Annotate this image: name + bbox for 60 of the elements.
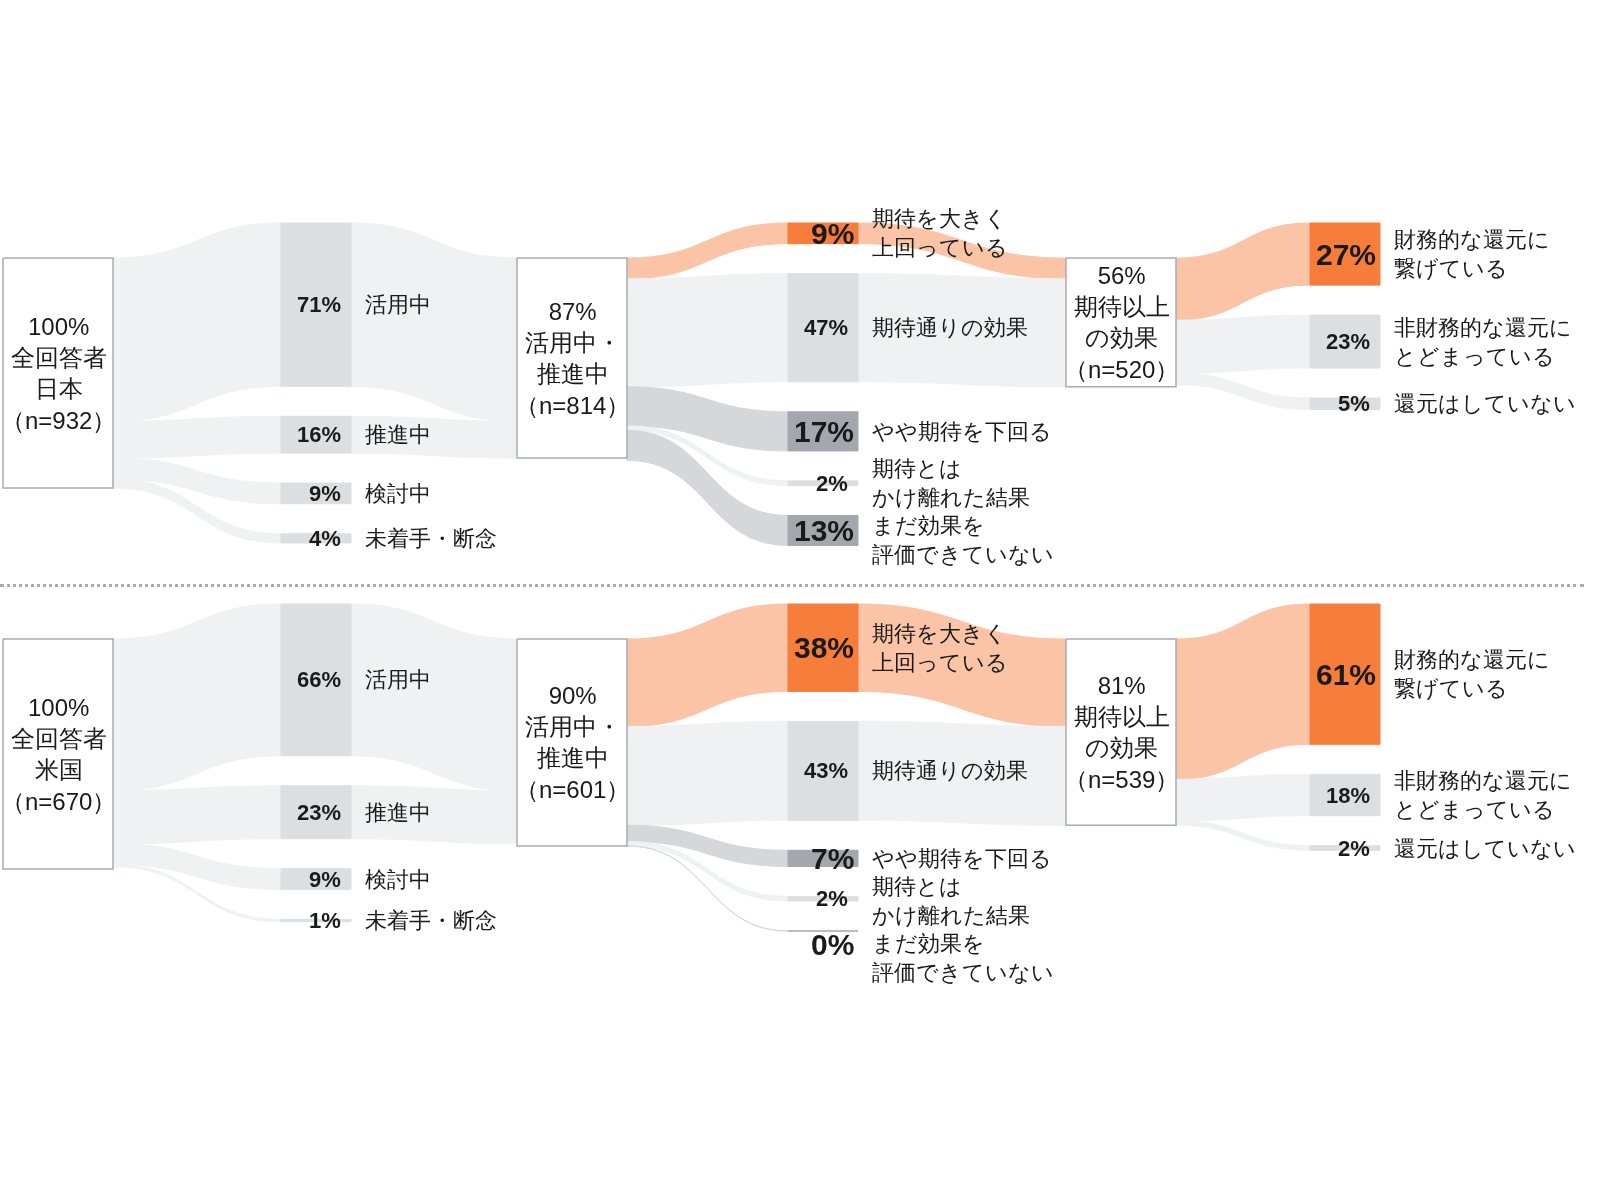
category-label: 活用中	[365, 667, 431, 692]
data-label: 2%	[816, 471, 848, 496]
category-label: 財務的な還元に繋げている	[1394, 647, 1550, 701]
data-label: 66%	[297, 667, 342, 692]
data-label: 47%	[804, 315, 849, 340]
data-label: 71%	[297, 292, 342, 317]
data-label: 100%	[28, 694, 90, 721]
category-label: 期待以上の効果（n=520）	[1064, 293, 1180, 383]
data-label: 43%	[804, 758, 849, 783]
category-label: 非財務的な還元にとどまっている	[1394, 315, 1572, 369]
category-label: 全回答者米国（n=670）	[1, 725, 117, 815]
data-label: 87%	[548, 298, 597, 325]
category-label: 全回答者日本（n=932）	[1, 344, 117, 434]
data-label: 0%	[811, 928, 855, 961]
data-label: 2%	[816, 886, 848, 911]
data-label: 81%	[1097, 672, 1146, 699]
data-label: 5%	[1338, 391, 1370, 416]
data-label: 23%	[297, 800, 342, 825]
data-label: 9%	[309, 481, 341, 506]
data-label: 27%	[1316, 238, 1377, 271]
category-label: 期待通りの効果	[872, 758, 1028, 783]
category-label: 活用中・推進中（n=601）	[515, 713, 631, 803]
category-label: 還元はしていない	[1394, 836, 1576, 861]
category-label: 活用中	[365, 292, 431, 317]
data-label: 90%	[548, 682, 597, 709]
data-label: 2%	[1338, 836, 1370, 861]
category-label: 推進中	[365, 422, 431, 447]
category-label: 期待とはかけ離れた結果	[872, 874, 1030, 928]
data-label: 18%	[1326, 783, 1371, 808]
data-label: 9%	[309, 867, 341, 892]
data-label: 38%	[794, 631, 855, 664]
data-label: 56%	[1097, 262, 1146, 289]
category-label: 検討中	[365, 867, 431, 892]
category-label: 期待を大きく上回っている	[872, 206, 1008, 260]
data-label: 4%	[309, 526, 341, 551]
category-label: やや期待を下回る	[872, 846, 1052, 871]
category-label: 非財務的な還元にとどまっている	[1394, 768, 1572, 822]
category-label: 未着手・断念	[365, 526, 497, 551]
category-label: 期待通りの効果	[872, 315, 1028, 340]
data-label: 17%	[794, 415, 855, 448]
category-label: 未着手・断念	[365, 908, 497, 933]
category-label: 推進中	[365, 800, 431, 825]
data-label: 100%	[28, 313, 90, 340]
data-label: 9%	[811, 217, 855, 250]
category-label: 期待を大きく上回っている	[872, 621, 1008, 675]
category-label: 期待以上の効果（n=539）	[1064, 703, 1180, 793]
data-label: 61%	[1316, 658, 1377, 691]
category-label: 財務的な還元に繋げている	[1394, 227, 1550, 281]
category-label: まだ効果を評価できていない	[872, 513, 1054, 567]
category-label: 活用中・推進中（n=814）	[515, 329, 631, 419]
data-label: 23%	[1326, 329, 1371, 354]
category-label: まだ効果を評価できていない	[872, 931, 1054, 985]
category-label: 還元はしていない	[1394, 391, 1576, 416]
data-label: 16%	[297, 422, 342, 447]
data-label: 7%	[811, 842, 855, 875]
category-label: やや期待を下回る	[872, 419, 1052, 444]
data-label: 1%	[309, 908, 341, 933]
data-label: 13%	[794, 514, 855, 547]
category-label: 期待とはかけ離れた結果	[872, 456, 1030, 510]
category-label: 検討中	[365, 481, 431, 506]
